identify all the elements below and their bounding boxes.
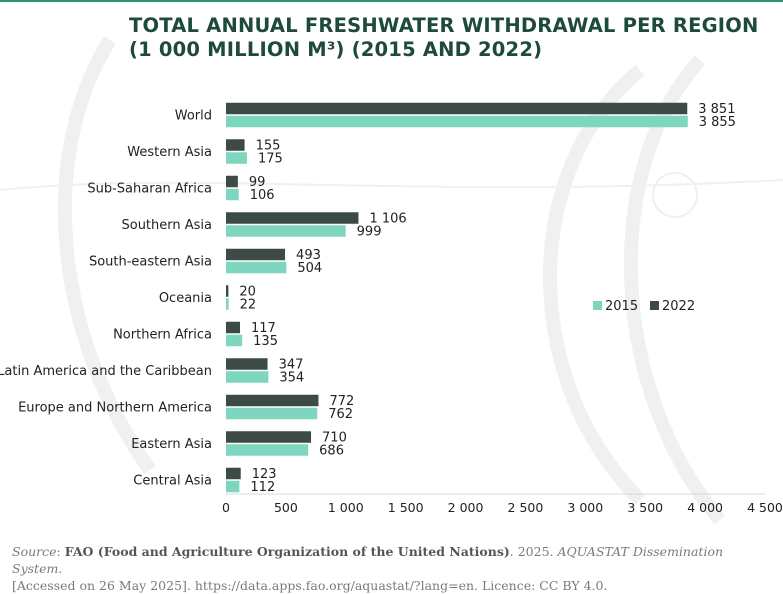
- value-label-2015: 112: [250, 480, 275, 495]
- decor-circle: [652, 172, 698, 218]
- x-tick-label: 2 000: [448, 500, 484, 515]
- x-tick-label: 4 000: [687, 500, 723, 515]
- value-label-2022: 3 851: [698, 102, 735, 117]
- category-label: Europe and Northern America: [18, 401, 212, 416]
- bar-2015: [226, 152, 247, 164]
- value-label-2022: 710: [322, 430, 347, 445]
- x-tick-label: 3 500: [627, 500, 663, 515]
- value-label-2022: 99: [249, 175, 266, 190]
- bar-2015: [226, 407, 318, 420]
- legend: 2015 2022: [593, 299, 695, 314]
- bar-2015: [226, 115, 688, 128]
- category-label: Oceania: [159, 291, 212, 306]
- decor-wave: [0, 179, 783, 191]
- bar-2015: [226, 480, 240, 493]
- chart-title: TOTAL ANNUAL FRESHWATER WITHDRAWAL PER R…: [129, 14, 759, 62]
- value-label-2015: 354: [279, 370, 304, 385]
- category-label: South-eastern Asia: [89, 255, 212, 270]
- bar-2022: [226, 139, 245, 151]
- top-accent-rule: [0, 0, 783, 2]
- value-label-2015: 504: [297, 261, 322, 276]
- source-publication: AQUASTAT Dissemination System.: [12, 544, 724, 576]
- value-label-2022: 155: [256, 138, 281, 153]
- value-label-2015: 762: [328, 407, 353, 422]
- bar-2022: [226, 175, 238, 188]
- value-label-2015: 135: [253, 334, 278, 349]
- legend-label-2015: 2015: [605, 299, 638, 314]
- bar-2015: [226, 334, 243, 347]
- value-label-2022: 117: [251, 321, 276, 336]
- bar-chart: World Western Asia Sub-Saharan Africa South…: [0, 36, 783, 525]
- value-label-2022: 1 106: [369, 211, 406, 226]
- bar-2022: [226, 248, 286, 261]
- category-label: Western Asia: [127, 145, 212, 160]
- value-label-2015: 22: [240, 297, 257, 312]
- legend-swatch-2015: [593, 301, 602, 310]
- legend-swatch-2022: [650, 301, 659, 310]
- category-label: Eastern Asia: [131, 437, 212, 452]
- category-label: Central Asia: [133, 474, 212, 489]
- x-tick-label: 0: [222, 500, 230, 515]
- source-label: Source: [12, 544, 57, 559]
- source-note: Source: FAO (Food and Agriculture Organi…: [12, 544, 724, 593]
- bar-2015: [226, 225, 346, 237]
- value-label-2015: 3 855: [699, 115, 736, 130]
- bar-2022: [226, 467, 241, 480]
- value-label-2022: 493: [296, 248, 321, 263]
- bar-2022: [226, 321, 241, 334]
- value-label-2015: 686: [319, 443, 344, 458]
- bar-2022: [226, 431, 312, 443]
- value-label-2022: 20: [239, 284, 256, 299]
- bar-2015: [226, 261, 287, 274]
- source-accessed: [Accessed on 26 May 2025]. https://data.…: [12, 578, 608, 593]
- chart-title-line-2: (1 000 MILLION M³) (2015 AND 2022): [129, 38, 543, 61]
- source-org: FAO (Food and Agriculture Organization o…: [64, 544, 510, 559]
- bar-2015: [226, 371, 269, 383]
- x-tick-label: 500: [274, 500, 298, 515]
- bars: [226, 102, 688, 493]
- x-tick-label: 3 000: [567, 500, 603, 515]
- legend-label-2022: 2022: [662, 299, 695, 314]
- value-label-2022: 123: [252, 467, 277, 482]
- bar-2022: [226, 285, 229, 297]
- value-label-2015: 106: [250, 188, 275, 203]
- decor-arc-left: [57, 36, 156, 475]
- bar-2022: [226, 358, 268, 370]
- bar-2015: [226, 298, 229, 310]
- source-year: . 2025.: [509, 544, 558, 559]
- value-label-2022: 772: [329, 394, 354, 409]
- category-label: Northern Africa: [113, 328, 212, 343]
- bar-2022: [226, 102, 688, 115]
- x-tick-label: 2 500: [508, 500, 544, 515]
- category-labels: World Western Asia Sub-Saharan Africa South…: [0, 109, 212, 489]
- category-label: Latin America and the Caribbean: [0, 364, 212, 379]
- x-axis: 0 500 1 000 1 500 2 000 2 500 3 000 3 500 4 000 4…: [222, 493, 783, 515]
- x-tick-label: 1 000: [328, 500, 364, 515]
- category-label: Southern Asia: [121, 218, 212, 233]
- value-label-2015: 175: [258, 151, 283, 166]
- chart-title-line-1: TOTAL ANNUAL FRESHWATER WITHDRAWAL PER R…: [129, 14, 759, 37]
- bar-2022: [226, 212, 359, 224]
- bar-2015: [226, 188, 239, 201]
- value-label-2015: 999: [357, 224, 382, 239]
- bar-2022: [226, 394, 319, 407]
- value-label-2022: 347: [279, 357, 304, 372]
- bar-2015: [226, 444, 309, 456]
- x-tick-label: 1 500: [388, 500, 424, 515]
- category-label: World: [175, 109, 212, 124]
- x-tick-label: 4 500: [747, 500, 783, 515]
- category-label: Sub-Saharan Africa: [87, 182, 212, 197]
